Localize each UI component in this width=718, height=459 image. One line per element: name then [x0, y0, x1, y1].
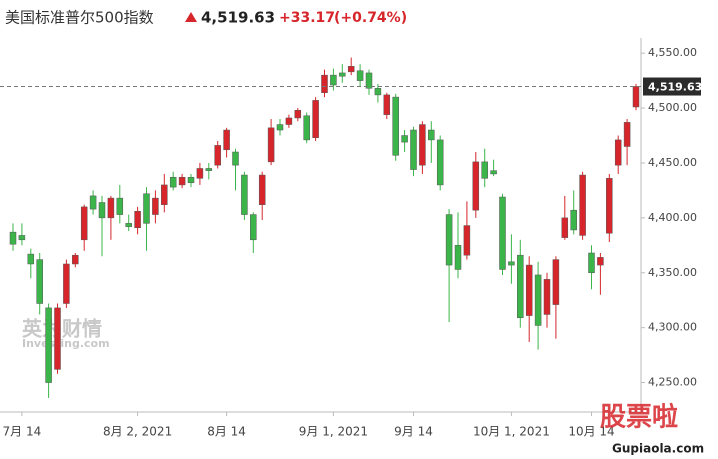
candle-body [205, 168, 213, 171]
x-tick-label: 8月 14 [207, 425, 246, 439]
candle-body [597, 257, 604, 266]
x-tick-label: 9月 14 [394, 425, 433, 439]
watermark: 英为财情 [22, 317, 102, 341]
y-tick-label: 4,500.00 [648, 101, 697, 114]
candle-body [383, 94, 391, 115]
candle-body [321, 74, 328, 93]
candle-body [436, 139, 444, 186]
candle-body [36, 259, 43, 304]
candle-body [187, 176, 195, 183]
candle-body [401, 135, 408, 143]
chart-title: 美国标准普尔500指数 [5, 9, 154, 27]
watermark: Gupiaola.com [612, 442, 704, 456]
candle-body [276, 124, 284, 131]
candle-body [374, 88, 382, 96]
candle-body [143, 193, 150, 224]
watermark: 股票啦 [600, 402, 678, 433]
candle-body [552, 259, 560, 305]
y-tick-label: 4,350.00 [648, 266, 697, 279]
candle-body [63, 263, 70, 304]
candle-body [107, 197, 115, 219]
y-tick-label: 4,250.00 [648, 376, 697, 389]
candle-body [45, 307, 52, 383]
candle-body [561, 217, 569, 238]
up-arrow [185, 12, 197, 22]
candle-body [392, 96, 399, 156]
x-tick-label: 7月 14 [3, 425, 42, 439]
candle-body [250, 214, 257, 241]
x-tick-label: 8月 2, 2021 [103, 425, 172, 439]
candle-body [72, 254, 79, 265]
candle-body [410, 129, 417, 170]
candle-body [116, 197, 124, 215]
watermark: Investing.com [22, 337, 110, 350]
y-tick-label: 4,450.00 [648, 156, 697, 169]
candle-body [543, 279, 551, 315]
candle-body [623, 122, 631, 147]
y-tick-label: 4,300.00 [648, 321, 697, 334]
candle-body [481, 161, 488, 179]
candle-body [525, 264, 533, 316]
candle-body [232, 151, 239, 166]
candle-body [285, 117, 293, 125]
candle-body [606, 178, 613, 234]
candle-body [463, 225, 471, 256]
candle-body [27, 253, 35, 265]
candle-body [579, 174, 586, 236]
candle-body [312, 100, 319, 138]
change-percent: (+0.74%) [334, 10, 407, 26]
candle-body [303, 115, 310, 141]
candle-body [294, 110, 302, 119]
x-tick-label: 10月 1, 2021 [473, 425, 550, 439]
candle-body [570, 209, 577, 231]
x-tick-label: 10月 14 [568, 425, 614, 439]
candle-body [419, 124, 426, 166]
candle-body [169, 176, 177, 188]
candle-body [330, 74, 337, 86]
candle-body [454, 245, 462, 270]
candle-body [517, 254, 524, 319]
candle-body [472, 161, 480, 211]
candle-body [347, 66, 355, 73]
candle-body [152, 197, 159, 215]
change: +33.17 [279, 10, 335, 26]
candle-body [365, 72, 373, 89]
candle-body [89, 195, 97, 210]
candle-body [534, 274, 542, 326]
candle-body [356, 70, 364, 81]
candle-body [614, 139, 622, 166]
candle-body [428, 129, 435, 141]
candle-body [588, 252, 595, 274]
candle-body [508, 261, 515, 266]
candle-body [339, 72, 346, 77]
candle-body [80, 206, 88, 241]
candle-body [178, 176, 186, 186]
candle-body [499, 196, 506, 270]
candle-body [196, 168, 204, 179]
y-tick-label: 4,550.00 [648, 46, 697, 59]
candle-body [125, 223, 132, 227]
last-price-box [643, 77, 701, 96]
y-tick-label: 4,400.00 [648, 211, 697, 224]
candle-body [267, 127, 275, 163]
candle-body [134, 211, 141, 228]
candle-body [214, 145, 221, 166]
x-tick-label: 9月 1, 2021 [299, 425, 368, 439]
candle-body [632, 86, 640, 108]
candle-body [54, 307, 61, 370]
last-price: 4,519.63 [201, 9, 275, 27]
candle-body [445, 214, 453, 266]
candle-body [223, 129, 230, 151]
candle-body [9, 231, 17, 245]
candle-body [161, 184, 168, 205]
candle-body [258, 174, 266, 205]
candle-body [98, 202, 106, 219]
last-price-tag: 4,519.63 [648, 81, 702, 94]
candle-body [490, 170, 497, 175]
candle-body [241, 174, 248, 215]
candle-body [18, 235, 26, 241]
